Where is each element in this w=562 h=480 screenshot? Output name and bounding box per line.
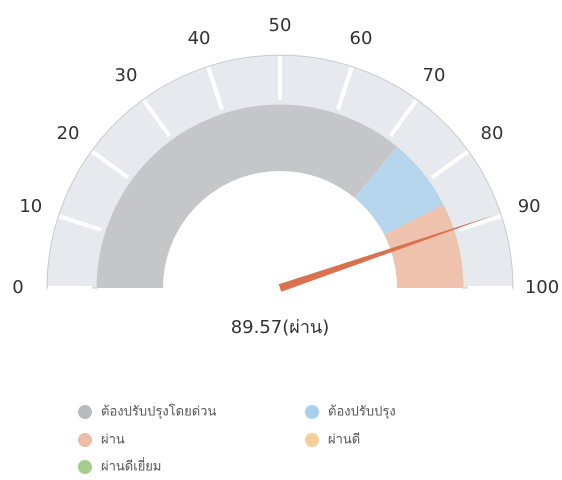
legend-dot	[78, 405, 92, 419]
legend-dot	[305, 405, 319, 419]
tick-label: 40	[188, 28, 211, 49]
tick-label: 0	[12, 277, 23, 298]
tick-mark	[58, 214, 102, 232]
tick-label: 50	[269, 15, 292, 36]
tick-label: 60	[350, 28, 373, 49]
tick-mark	[430, 150, 469, 180]
tick-mark	[206, 66, 224, 110]
tick-label: 80	[481, 123, 504, 144]
value-label: 89.57(ผ่าน)	[231, 317, 330, 338]
legend-label: ผ่าน	[101, 433, 125, 448]
tick-label: 20	[57, 123, 80, 144]
tick-mark	[336, 66, 354, 110]
tick-label: 70	[423, 65, 446, 86]
tick-label: 100	[525, 277, 559, 298]
tick-mark	[388, 99, 418, 138]
band	[354, 146, 444, 235]
legend-label: ต้องปรับปรุง	[328, 405, 396, 420]
tick-label: 30	[115, 65, 138, 86]
legend-dot	[78, 433, 92, 447]
band	[384, 204, 463, 288]
tick-mark	[142, 99, 172, 138]
tick-label: 10	[19, 196, 42, 217]
band	[97, 104, 397, 288]
legend-dot	[305, 433, 319, 447]
legend-label: ผ่านดีเยี่ยม	[101, 458, 162, 475]
tick-mark	[91, 150, 130, 180]
tick-mark	[458, 214, 502, 232]
legend-dot	[78, 460, 92, 474]
needle	[278, 215, 494, 292]
legend-label: ต้องปรับปรุงโดยด่วน	[101, 404, 216, 420]
legend-label: ผ่านดี	[328, 432, 360, 448]
tick-label: 90	[518, 196, 541, 217]
